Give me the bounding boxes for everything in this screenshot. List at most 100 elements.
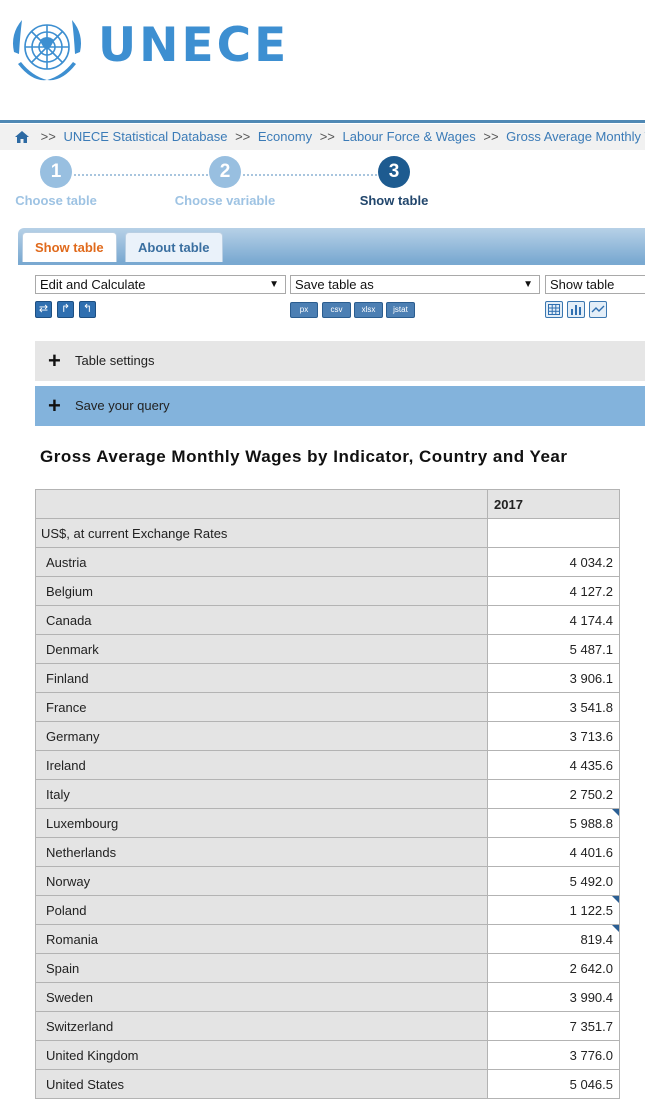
value-text: 5 046.5 [569,1076,613,1092]
value-cell: 3 906.1 [487,663,620,693]
country-cell: Germany [35,721,488,751]
country-cell: Romania [35,924,488,954]
country-cell: Switzerland [35,1011,488,1041]
table-row: Denmark 5 487.1 [35,634,620,664]
value-cell: 5 988.8 [487,808,620,838]
breadcrumb-separator: >> [319,129,335,144]
value-text: 4 401.6 [569,844,613,860]
step-connector [74,174,208,176]
edit-calculate-select[interactable]: Edit and Calculate ▼ [35,275,286,294]
country-cell: United States [35,1069,488,1099]
breadcrumb-separator: >> [235,129,251,144]
breadcrumb-separator: >> [40,129,56,144]
breadcrumb-item-database[interactable]: UNECE Statistical Database [63,129,228,144]
table-view-icon[interactable] [545,301,563,318]
step-label: Choose table [15,193,97,208]
table-row: United Kingdom 3 776.0 [35,1040,620,1070]
value-cell: 3 990.4 [487,982,620,1012]
step-number: 3 [378,156,410,188]
pivot-counterclockwise-icon[interactable]: ↰ [79,301,96,318]
pivot-clockwise-icon[interactable]: ↱ [57,301,74,318]
save-table-value: Save table as [295,277,374,292]
value-cell: 5 492.0 [487,866,620,896]
step-show-table: 3 Show table [324,156,464,208]
step-number: 2 [209,156,241,188]
table-row: France 3 541.8 [35,692,620,722]
save-query-label: Save your query [75,398,170,413]
breadcrumb-item-current: Gross Average Monthly W [506,129,645,144]
table-row: Romania 819.4 [35,924,620,954]
tab-divider [18,262,645,265]
value-text: 4 127.2 [569,583,613,599]
breadcrumb-item-economy[interactable]: Economy [257,129,313,144]
value-text: 2 642.0 [569,960,613,976]
table-title: Gross Average Monthly Wages by Indicator… [40,447,568,466]
breadcrumb: >> UNECE Statistical Database >> Economy… [0,124,645,150]
value-text: 2 750.2 [569,786,613,802]
show-table-value: Show table [550,277,615,292]
export-csv-button[interactable]: csv [322,302,351,318]
pivot-icon[interactable]: ⇄ [35,301,52,318]
footnote-marker-icon[interactable] [612,896,619,903]
footnote-marker-icon[interactable] [612,809,619,816]
site-header: UNECE [0,0,645,120]
table-header-row: 2017 [35,489,620,519]
value-text: 5 487.1 [569,641,613,657]
expand-plus-icon: + [48,393,61,418]
line-chart-icon[interactable] [589,301,607,318]
country-cell: Netherlands [35,837,488,867]
export-xlsx-button[interactable]: xlsx [354,302,383,318]
year-header: 2017 [487,489,620,519]
country-cell: Canada [35,605,488,635]
country-cell: Luxembourg [35,808,488,838]
country-cell: Ireland [35,750,488,780]
table-row: Luxembourg 5 988.8 [35,808,620,838]
value-cell: 5 046.5 [487,1069,620,1099]
breadcrumb-item-labour[interactable]: Labour Force & Wages [342,129,476,144]
table-row: Netherlands 4 401.6 [35,837,620,867]
tab-show-table[interactable]: Show table [22,232,117,262]
data-table: 2017 US$, at current Exchange Rates Aust… [35,489,620,1099]
country-cell: Sweden [35,982,488,1012]
step-choose-variable[interactable]: 2 Choose variable [155,156,295,208]
un-emblem-icon[interactable] [6,12,88,86]
tab-about-table[interactable]: About table [125,232,223,262]
country-cell: Poland [35,895,488,925]
step-choose-table[interactable]: 1 Choose table [0,156,126,208]
table-row: Norway 5 492.0 [35,866,620,896]
bar-chart-icon[interactable] [567,301,585,318]
table-row: United States 5 046.5 [35,1069,620,1099]
value-text: 4 435.6 [569,757,613,773]
show-table-select[interactable]: Show table [545,275,645,294]
value-text: 3 990.4 [569,989,613,1005]
expand-plus-icon: + [48,348,61,373]
dropdown-arrow-icon: ▼ [523,279,533,290]
table-row: Canada 4 174.4 [35,605,620,635]
unit-row: US$, at current Exchange Rates [35,518,620,548]
home-icon[interactable] [15,131,29,143]
export-px-button[interactable]: px [290,302,318,318]
save-table-select[interactable]: Save table as ▼ [290,275,540,294]
table-row: Italy 2 750.2 [35,779,620,809]
country-cell: Spain [35,953,488,983]
save-query-panel[interactable]: + Save your query [35,386,645,426]
table-row: Switzerland 7 351.7 [35,1011,620,1041]
edit-calculate-value: Edit and Calculate [40,277,146,292]
value-cell: 4 435.6 [487,750,620,780]
header-stub-cell [35,489,488,519]
value-text: 7 351.7 [569,1018,613,1034]
unit-label: US$, at current Exchange Rates [35,518,488,548]
value-text: 4 034.2 [569,554,613,570]
value-cell: 1 122.5 [487,895,620,925]
table-row: Germany 3 713.6 [35,721,620,751]
value-text: 1 122.5 [569,902,613,918]
unit-value-cell [487,518,620,548]
value-cell: 4 127.2 [487,576,620,606]
value-cell: 4 174.4 [487,605,620,635]
step-label: Show table [359,193,429,208]
value-text: 5 492.0 [569,873,613,889]
table-settings-panel[interactable]: + Table settings [35,341,645,381]
footnote-marker-icon[interactable] [612,925,619,932]
export-jstat-button[interactable]: jstat [386,302,415,318]
site-brand[interactable]: UNECE [98,18,290,73]
